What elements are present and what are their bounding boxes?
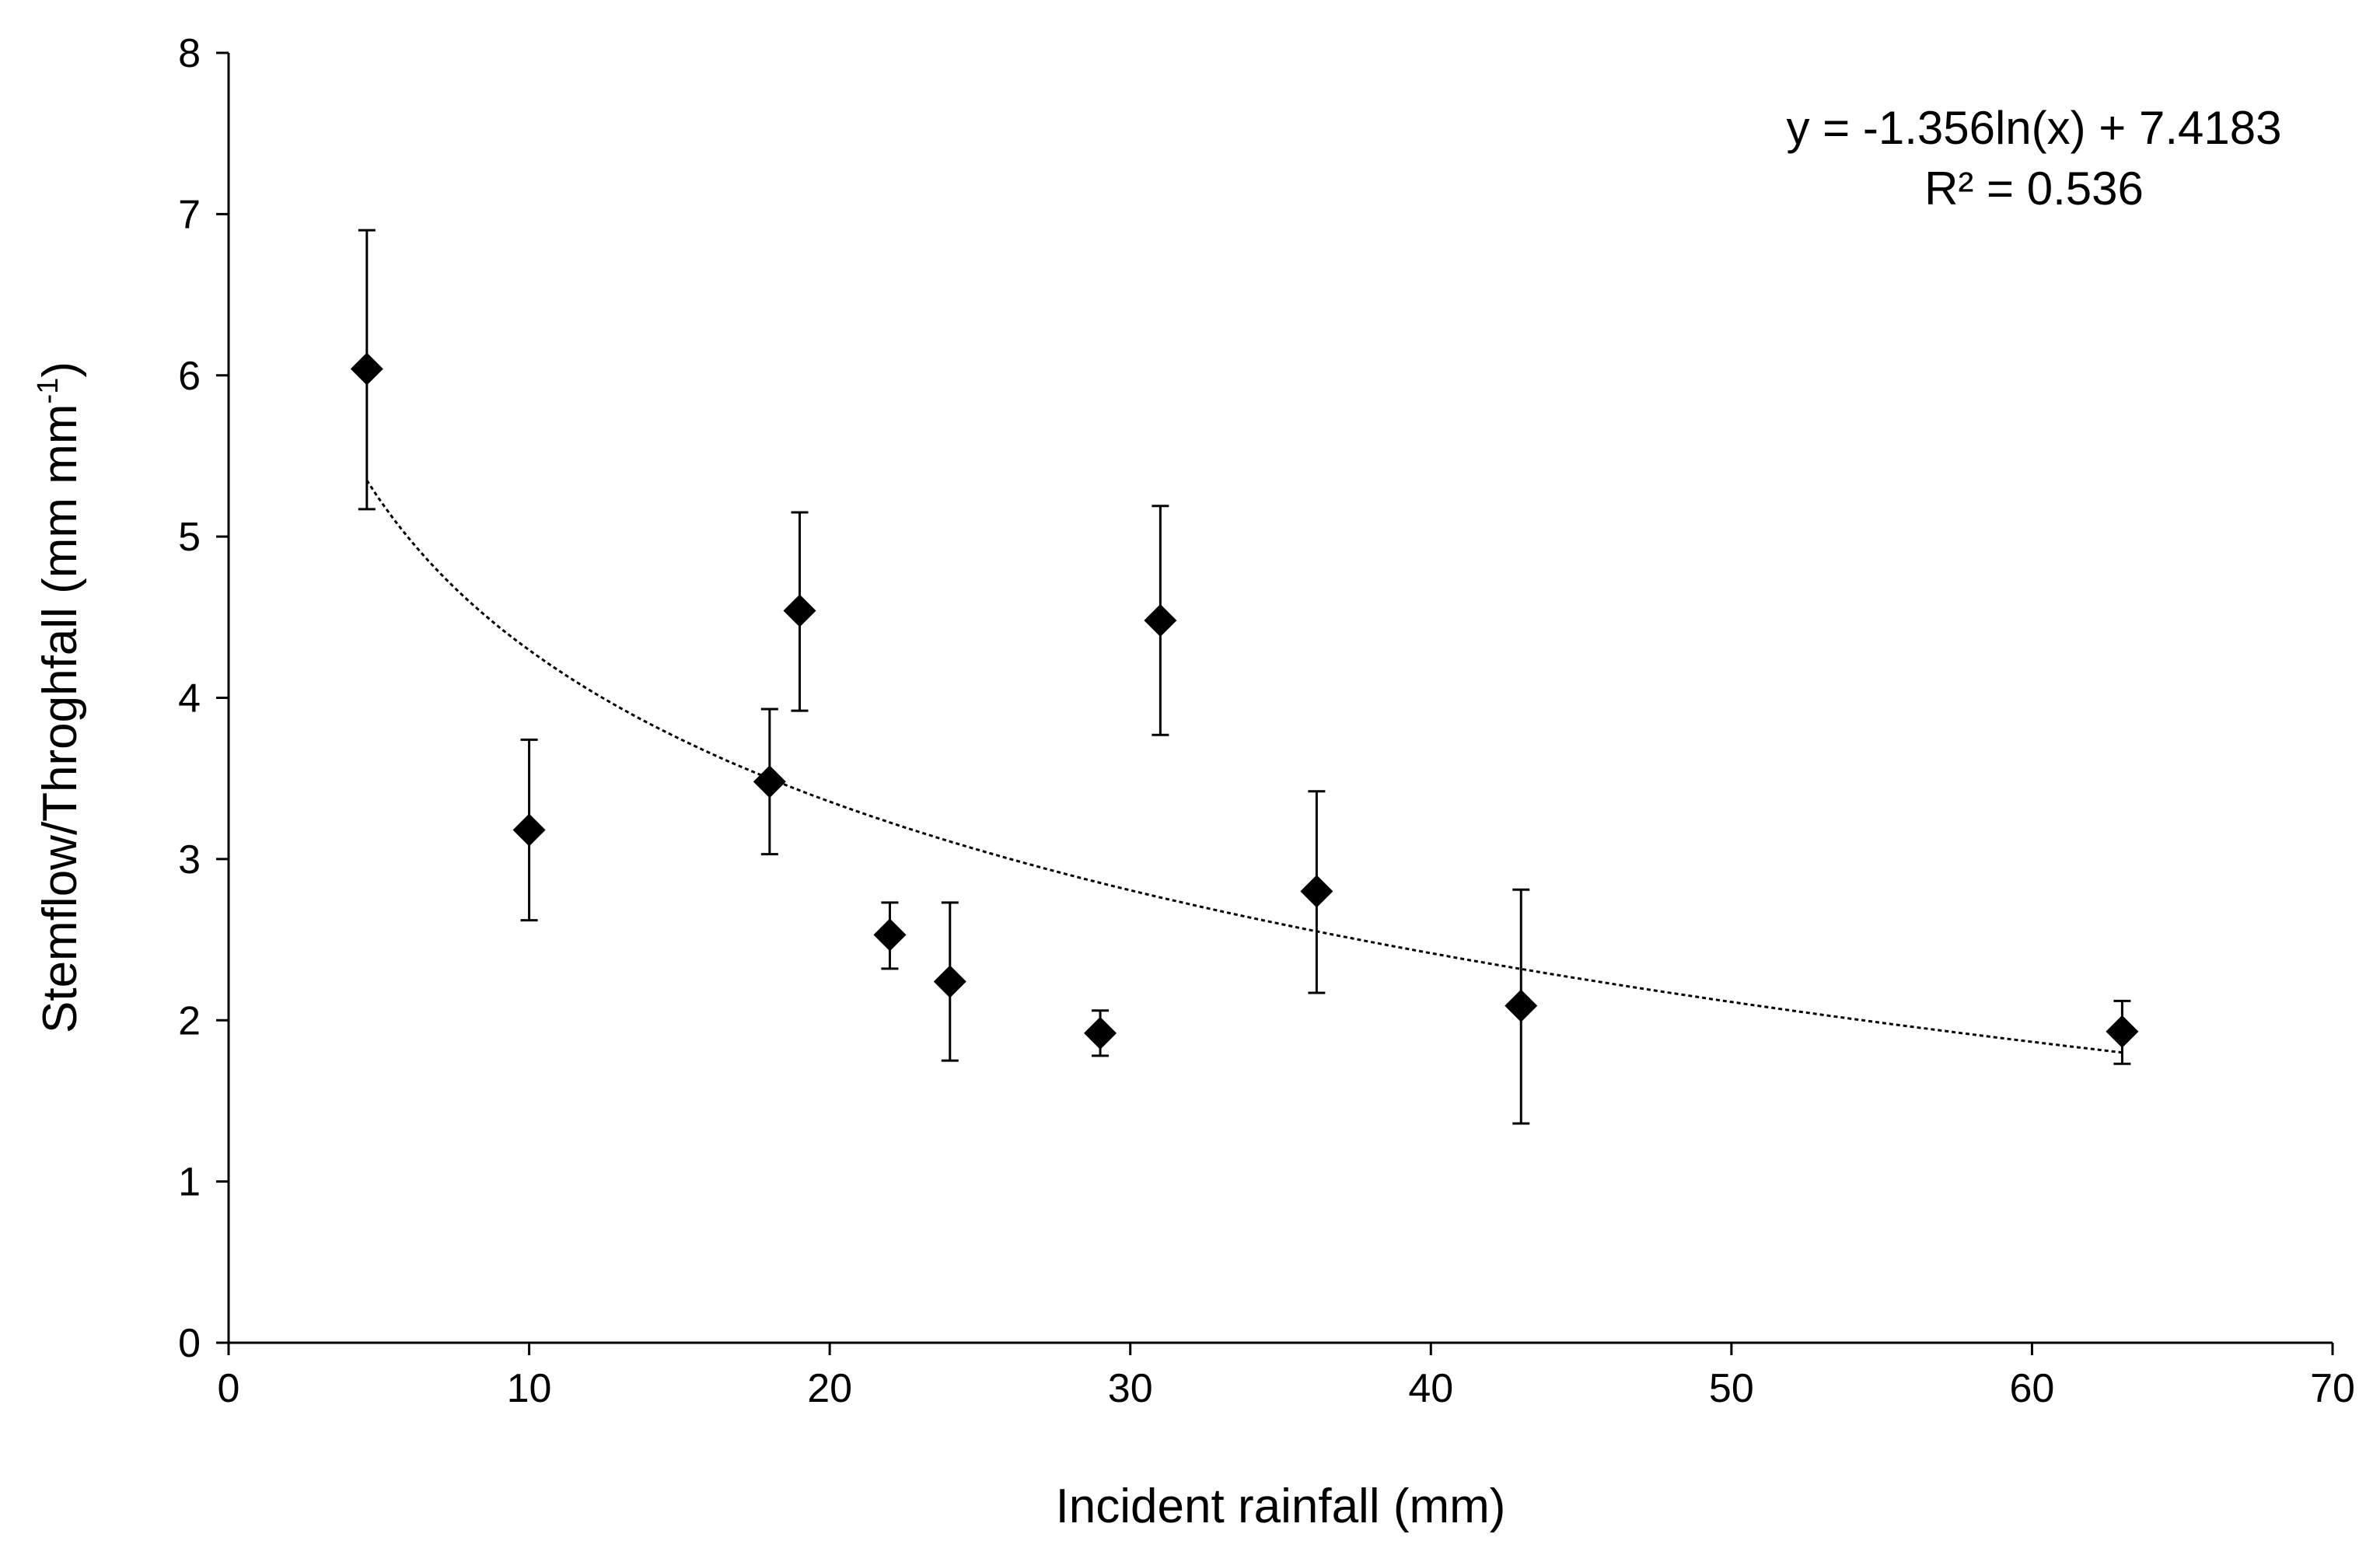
y-tick-label-8: 8	[178, 31, 201, 76]
x-tick-label-60: 60	[2010, 1366, 2055, 1411]
x-tick-label-50: 50	[1709, 1366, 1754, 1411]
data-point-6	[1084, 1016, 1117, 1050]
x-axis-title: Incident rainfall (mm)	[1056, 1480, 1506, 1533]
data-point-10	[2106, 1015, 2139, 1048]
data-point-3	[783, 594, 816, 627]
x-tick-label-10: 10	[507, 1366, 552, 1411]
axis-ticks	[216, 51, 2334, 1355]
y-tick-label-7: 7	[178, 192, 201, 237]
y-tick-label-4: 4	[178, 676, 201, 722]
y-tick-label-3: 3	[178, 837, 201, 882]
x-tick-label-70: 70	[2310, 1366, 2355, 1411]
tick-labels: 0 10 20 30 40 50 60 70 0 1 2 3 4 5 6 7 8	[178, 31, 2355, 1411]
x-tick-label-30: 30	[1108, 1366, 1153, 1411]
trendline	[365, 479, 2123, 1054]
trendline-equation: y = -1.356ln(x) + 7.4183	[1786, 102, 2281, 154]
y-tick-label-1: 1	[178, 1160, 201, 1205]
data-point-0	[350, 352, 383, 386]
y-tick-label-2: 2	[178, 998, 201, 1043]
x-tick-label-20: 20	[807, 1366, 852, 1411]
y-tick-label-0: 0	[178, 1321, 201, 1366]
y-axis-title-main: Stemflow/Throghfall (mm mm	[33, 404, 87, 1033]
data-point-2	[753, 765, 786, 798]
y-axis-title-superscript: -1	[32, 378, 65, 404]
y-tick-label-6: 6	[178, 354, 201, 399]
y-tick-label-5: 5	[178, 515, 201, 560]
data-point-8	[1300, 875, 1333, 908]
y-axis-title: Stemflow/Throghfall (mm mm-1)	[32, 362, 87, 1033]
data-point-5	[933, 965, 966, 998]
x-tick-label-40: 40	[1408, 1366, 1453, 1411]
data-point-1	[512, 813, 546, 847]
data-point-7	[1144, 603, 1177, 637]
data-markers	[350, 352, 2139, 1050]
y-axis-title-end: )	[33, 362, 87, 378]
x-tick-label-0: 0	[218, 1366, 240, 1411]
r-squared-label: R² = 0.536	[1924, 162, 2144, 215]
trendline-layer	[365, 479, 2123, 1054]
data-point-4	[873, 918, 907, 952]
data-point-9	[1505, 989, 1538, 1022]
